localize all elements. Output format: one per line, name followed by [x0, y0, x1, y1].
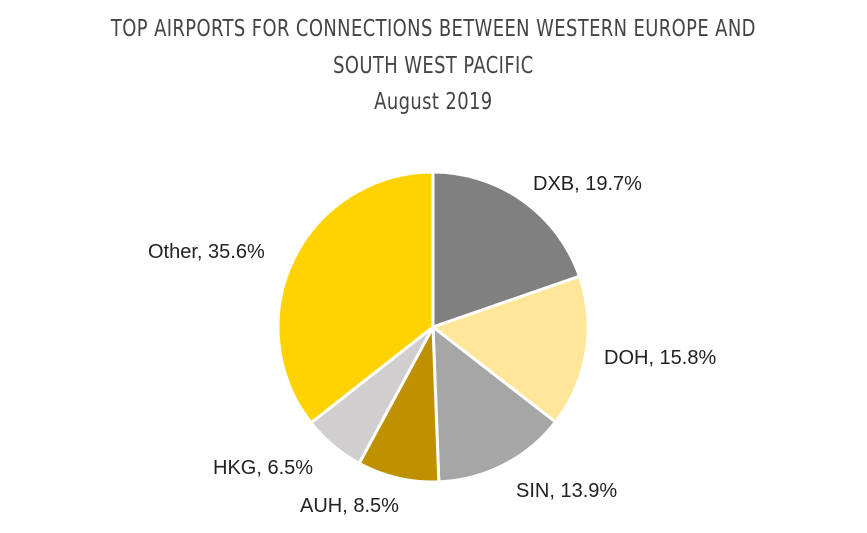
data-label-sin: SIN, 13.9%	[516, 480, 617, 502]
data-label-doh: DOH, 15.8%	[604, 347, 716, 369]
data-label-other: Other, 35.6%	[148, 241, 265, 263]
data-label-dxb: DXB, 19.7%	[533, 173, 642, 195]
chart-subtitle-date: August 2019	[374, 89, 493, 115]
pie-slice-other	[276, 170, 435, 425]
chart-title-line-1: TOP AIRPORTS FOR CONNECTIONS BETWEEN WES…	[110, 16, 756, 42]
pie-slices	[276, 170, 590, 484]
data-label-auh: AUH, 8.5%	[300, 495, 399, 517]
pie-labels: DXB, 19.7% DOH, 15.8% SIN, 13.9% AUH, 8.5% H…	[148, 173, 716, 517]
chart-title-line-2: SOUTH WEST PACIFIC	[333, 53, 534, 79]
pie-slice-doh	[431, 274, 590, 424]
pie-slice-sin	[431, 325, 557, 484]
data-label-hkg: HKG, 6.5%	[213, 457, 313, 479]
